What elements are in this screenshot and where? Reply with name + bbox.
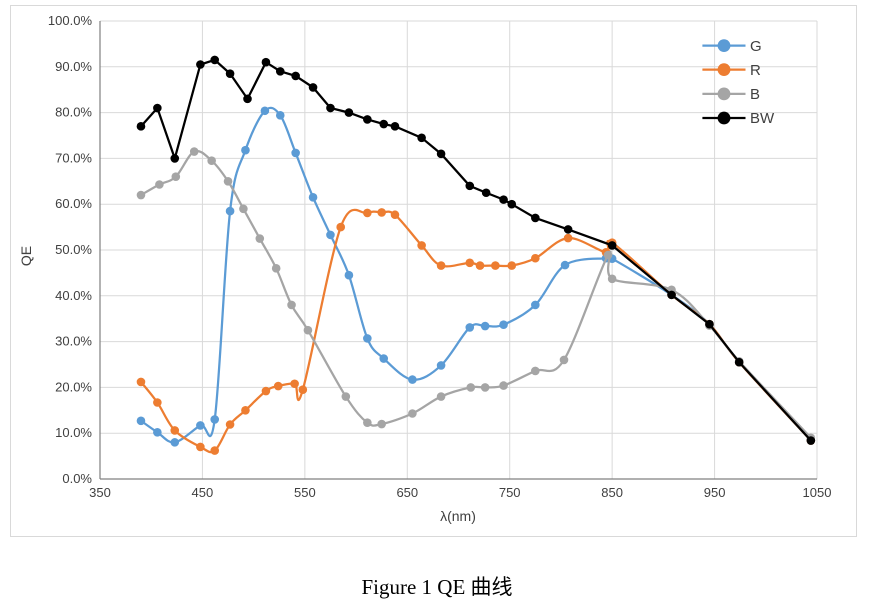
svg-text:850: 850 xyxy=(601,485,623,500)
svg-text:G: G xyxy=(750,38,762,55)
svg-text:350: 350 xyxy=(89,485,111,500)
svg-text:50.0%: 50.0% xyxy=(55,242,92,257)
svg-text:60.0%: 60.0% xyxy=(55,196,92,211)
svg-text:450: 450 xyxy=(192,485,214,500)
svg-text:100.0%: 100.0% xyxy=(48,13,93,28)
svg-text:70.0%: 70.0% xyxy=(55,150,92,165)
svg-text:20.0%: 20.0% xyxy=(55,379,92,394)
svg-text:BW: BW xyxy=(750,110,775,127)
svg-text:10.0%: 10.0% xyxy=(55,425,92,440)
svg-text:90.0%: 90.0% xyxy=(55,59,92,74)
svg-text:R: R xyxy=(750,62,761,79)
svg-text:QE: QE xyxy=(18,246,34,266)
svg-text:λ(nm): λ(nm) xyxy=(440,508,476,524)
svg-text:950: 950 xyxy=(704,485,726,500)
svg-text:650: 650 xyxy=(396,485,418,500)
svg-text:1050: 1050 xyxy=(803,485,832,500)
svg-text:30.0%: 30.0% xyxy=(55,334,92,349)
svg-text:0.0%: 0.0% xyxy=(62,471,92,486)
svg-text:750: 750 xyxy=(499,485,521,500)
svg-text:40.0%: 40.0% xyxy=(55,288,92,303)
svg-text:B: B xyxy=(750,86,760,103)
svg-text:80.0%: 80.0% xyxy=(55,105,92,120)
svg-text:550: 550 xyxy=(294,485,316,500)
